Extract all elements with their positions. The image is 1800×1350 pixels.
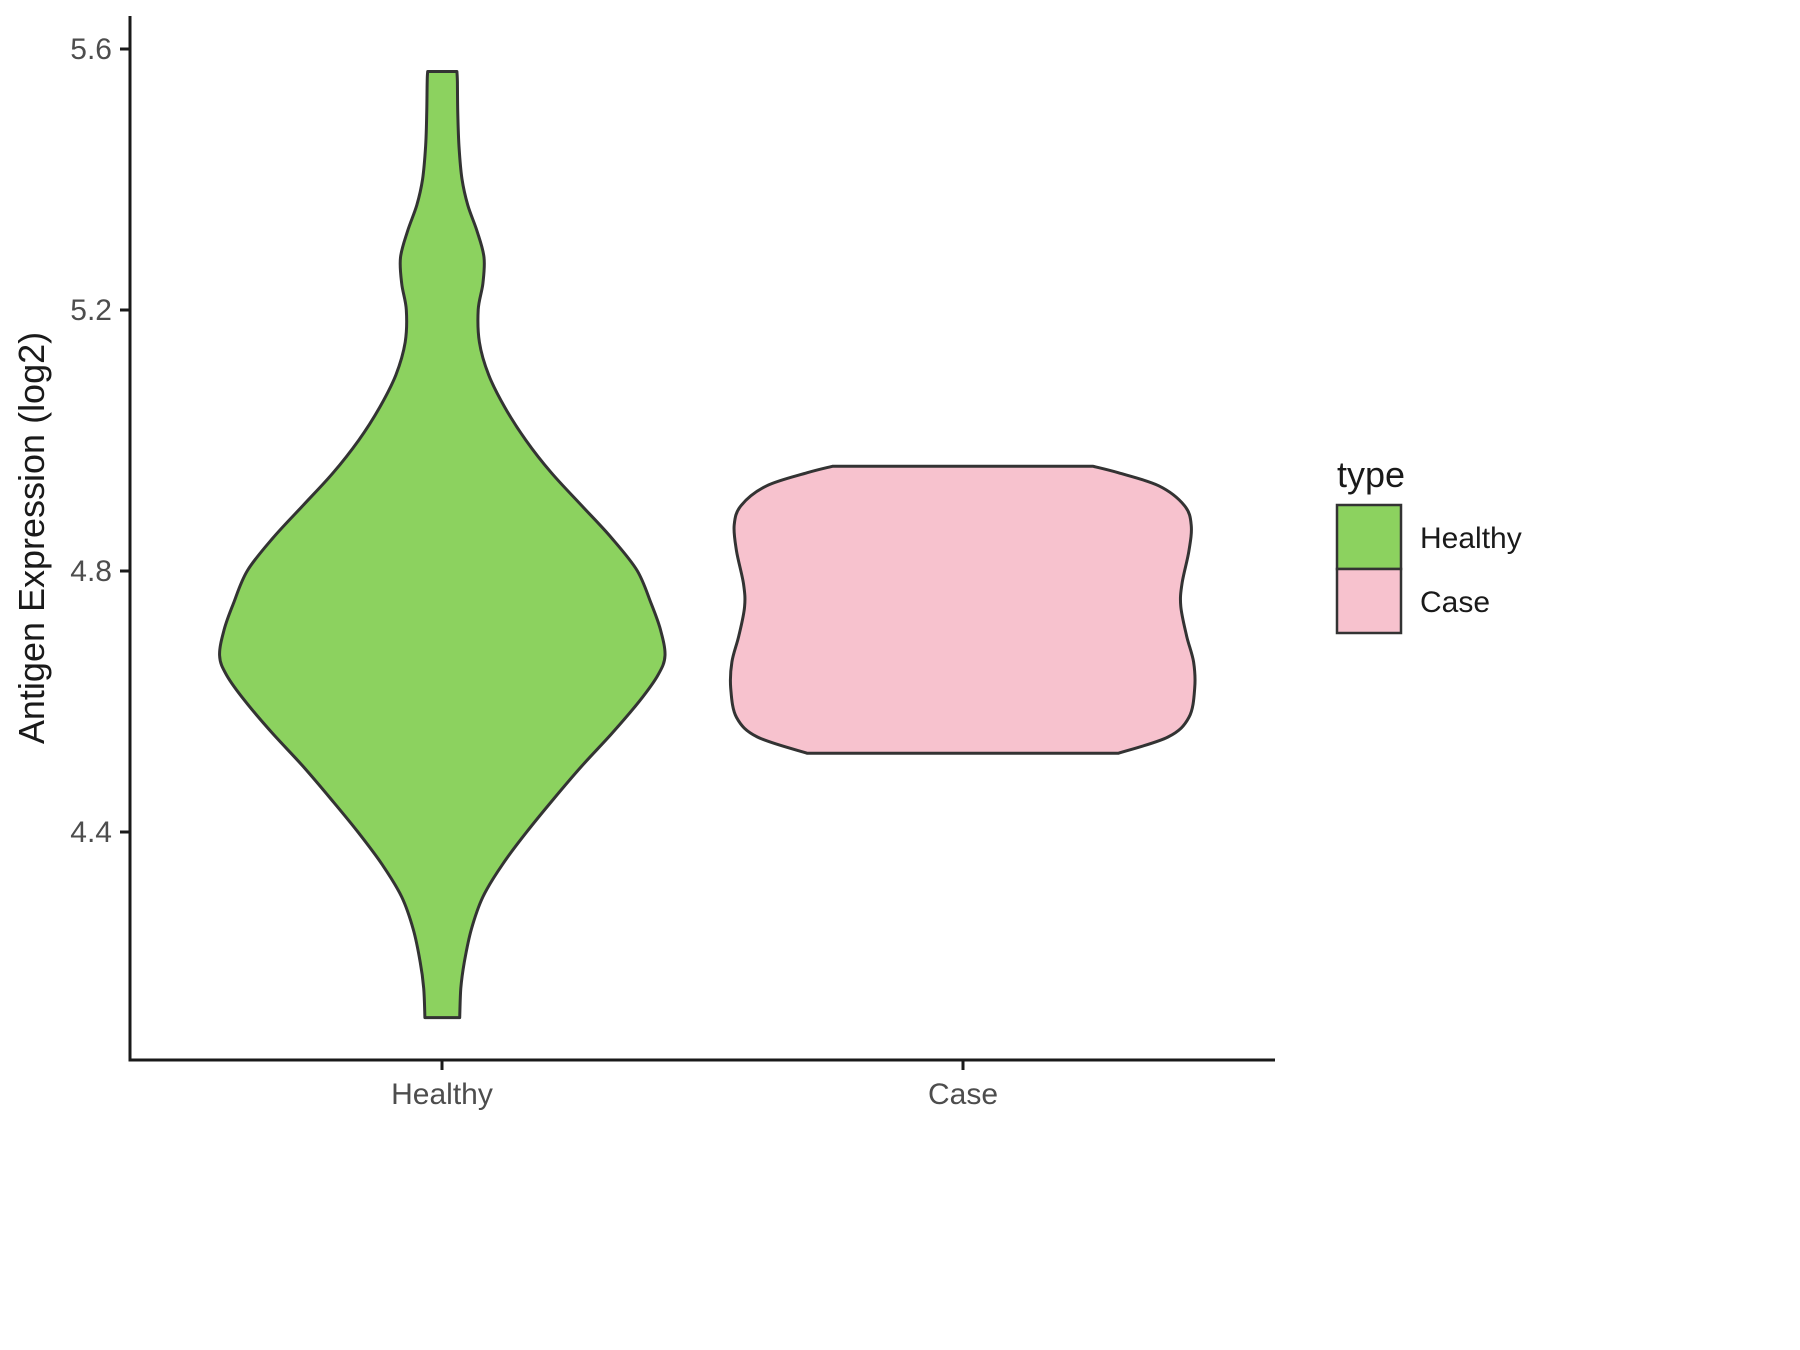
x-category-label-healthy: Healthy	[391, 1078, 493, 1111]
y-axis-ticks	[120, 47, 130, 834]
violins	[218, 70, 1197, 1020]
x-axis-ticks	[440, 1060, 965, 1070]
legend: type Healthy Case	[1335, 454, 1522, 635]
y-tick-label: 4.4	[70, 816, 112, 849]
y-tick-label: 5.2	[70, 294, 112, 327]
y-tick-label: 4.8	[70, 555, 112, 588]
legend-key-case	[1335, 567, 1403, 635]
y-axis-title: Antigen Expression (log2)	[11, 332, 52, 744]
legend-key-healthy	[1335, 503, 1403, 571]
legend-label-healthy: Healthy	[1420, 522, 1522, 555]
legend-title: type	[1337, 454, 1405, 495]
violin-healthy	[218, 70, 667, 1020]
y-tick-label: 5.6	[70, 33, 112, 66]
x-category-label-case: Case	[928, 1078, 998, 1111]
legend-label-case: Case	[1420, 586, 1490, 619]
violin-case	[728, 464, 1197, 755]
